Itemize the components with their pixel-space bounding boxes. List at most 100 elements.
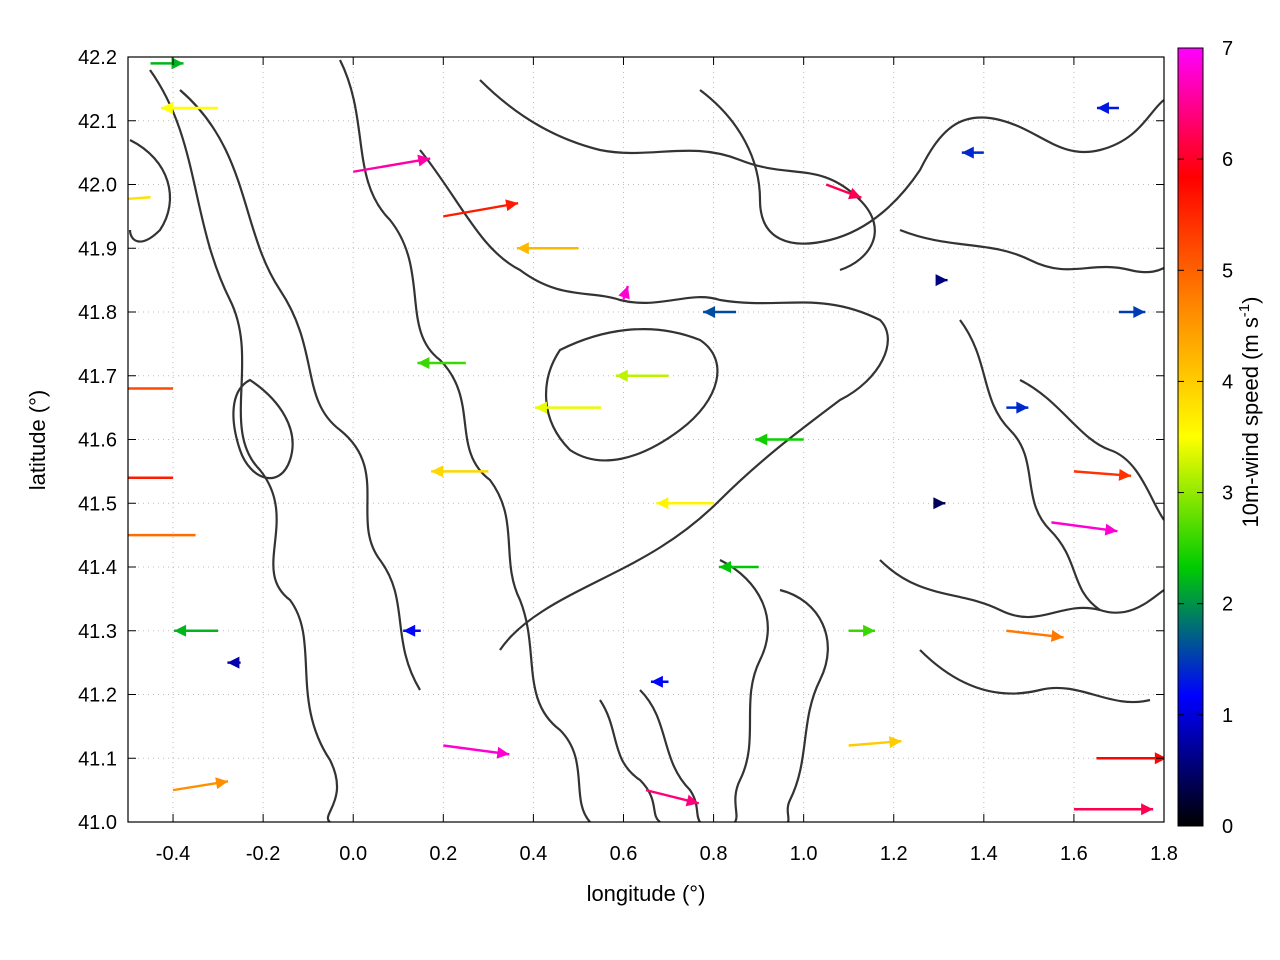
- y-tick-label: 41.5: [78, 493, 117, 515]
- wind-vector: [755, 433, 804, 446]
- x-tick-label: 0.6: [610, 843, 638, 865]
- wind-vector-head: [961, 146, 974, 159]
- wind-vector-head: [89, 195, 101, 207]
- wind-vector-head: [112, 529, 124, 541]
- wind-vector-head: [85, 472, 97, 484]
- wind-vector-head: [650, 675, 663, 688]
- contour-line: [232, 378, 294, 480]
- wind-vector-head: [1104, 523, 1118, 536]
- y-tick-label: 42.2: [78, 47, 117, 69]
- wind-vector: [112, 529, 196, 541]
- wind-vector-head: [417, 154, 431, 167]
- wind-vector: [1006, 401, 1029, 414]
- contour-line: [544, 327, 719, 462]
- colorbar-tick-label: 1: [1222, 705, 1233, 727]
- wind-vector: [656, 497, 714, 510]
- x-axis: -0.4 -0.2 0.0 0.2 0.4 0.6 0.8 1.0 1.2 1.4 1.6 1.8: [156, 57, 1178, 865]
- wind-vector-head: [516, 242, 529, 255]
- colorbar-scale: [1177, 47, 1204, 827]
- contour-line: [879, 559, 1164, 619]
- wind-vector: [825, 183, 862, 200]
- contour-line: [899, 228, 1164, 274]
- wind-vector: [650, 675, 669, 688]
- wind-vector-head: [417, 357, 430, 369]
- wind-vector-head: [1118, 468, 1132, 481]
- wind-vector: [933, 497, 946, 510]
- x-tick-label: 1.4: [970, 843, 998, 865]
- colorbar-tick-label: 0: [1222, 816, 1233, 838]
- wind-vector: [534, 401, 601, 414]
- wind-vector-head: [889, 736, 902, 749]
- contour-line: [479, 79, 876, 272]
- wind-vector: [615, 369, 669, 382]
- contour-line: [339, 59, 591, 822]
- wind-vector: [1006, 629, 1064, 642]
- wind-vector-head: [171, 57, 184, 70]
- wind-vector-head: [174, 624, 187, 637]
- wind-vector-head: [848, 187, 862, 200]
- wind-vector-shaft: [128, 196, 151, 201]
- y-tick-label: 41.8: [78, 302, 117, 324]
- contour-line: [149, 69, 339, 822]
- grid-lines: [128, 56, 1165, 823]
- colorbar-tick-label: 2: [1222, 594, 1233, 616]
- contour-line: [959, 319, 1101, 611]
- wind-vector-head: [403, 624, 416, 637]
- wind-vector-head: [505, 199, 519, 212]
- wind-vector-head: [534, 401, 547, 414]
- wind-vector-head: [496, 746, 510, 759]
- wind-vector: [353, 154, 431, 173]
- wind-vector-shaft: [353, 157, 431, 173]
- colorbar: 0 1 2 3 4 5 6 7 10m-wind speed (m s-1): [1177, 38, 1263, 838]
- wind-vector: [1073, 803, 1154, 816]
- wind-vector: [1051, 521, 1118, 536]
- x-tick-label: 1.2: [880, 843, 908, 865]
- wind-vector-head: [719, 561, 732, 573]
- wind-vector: [443, 199, 519, 218]
- terrain-contours: [128, 59, 1164, 822]
- colorbar-title-end: ): [1238, 297, 1263, 304]
- wind-vector-head: [615, 369, 628, 382]
- wind-vector: [403, 624, 421, 637]
- x-tick-label: 0.2: [429, 843, 457, 865]
- wind-vector: [719, 561, 759, 573]
- x-tick-label: 1.0: [790, 843, 818, 865]
- y-axis-title: latitude (°): [25, 390, 50, 491]
- wind-vector-head: [227, 656, 240, 669]
- wind-vector: [848, 624, 876, 637]
- y-tick-label: 41.0: [78, 812, 117, 834]
- wind-vector: [1073, 468, 1132, 481]
- y-tick-label: 41.4: [78, 557, 117, 579]
- wind-vector-head: [685, 794, 699, 807]
- wind-vector: [227, 656, 241, 669]
- colorbar-title-sup: -1: [1236, 304, 1253, 317]
- colorbar-ticks: 0 1 2 3 4 5 6 7: [1178, 38, 1233, 838]
- wind-vector: [935, 274, 948, 287]
- y-tick-label: 41.2: [78, 685, 117, 707]
- wind-vector: [961, 146, 984, 159]
- wind-vector-head: [431, 465, 444, 478]
- colorbar-title: 10m-wind speed (m s-1): [1236, 297, 1263, 528]
- wind-vector: [443, 744, 510, 759]
- wind-vector: [172, 777, 229, 792]
- y-tick-label: 42.1: [78, 111, 117, 133]
- wind-vector: [128, 387, 174, 390]
- wind-vector: [1096, 102, 1119, 114]
- x-axis-title: longitude (°): [587, 881, 706, 906]
- colorbar-tick-label: 6: [1222, 149, 1233, 171]
- wind-vector: [618, 285, 630, 300]
- y-axis: 41.0 41.1 41.2 41.3 41.4 41.5 41.6 41.7 41.8 41.9…: [78, 47, 1164, 834]
- x-tick-label: 0.4: [519, 843, 547, 865]
- wind-vector: [160, 102, 219, 114]
- wind-vector-head: [215, 777, 229, 790]
- x-tick-label: -0.4: [156, 843, 190, 865]
- wind-vector-head: [1050, 630, 1064, 642]
- wind-vector-head: [933, 497, 946, 510]
- x-tick-label: -0.2: [246, 843, 280, 865]
- colorbar-tick-label: 3: [1222, 483, 1233, 505]
- contour-line: [1019, 379, 1164, 521]
- colorbar-title-main: 10m-wind speed (m s: [1238, 317, 1263, 527]
- x-tick-label: 0.8: [700, 843, 728, 865]
- contour-line: [599, 699, 661, 822]
